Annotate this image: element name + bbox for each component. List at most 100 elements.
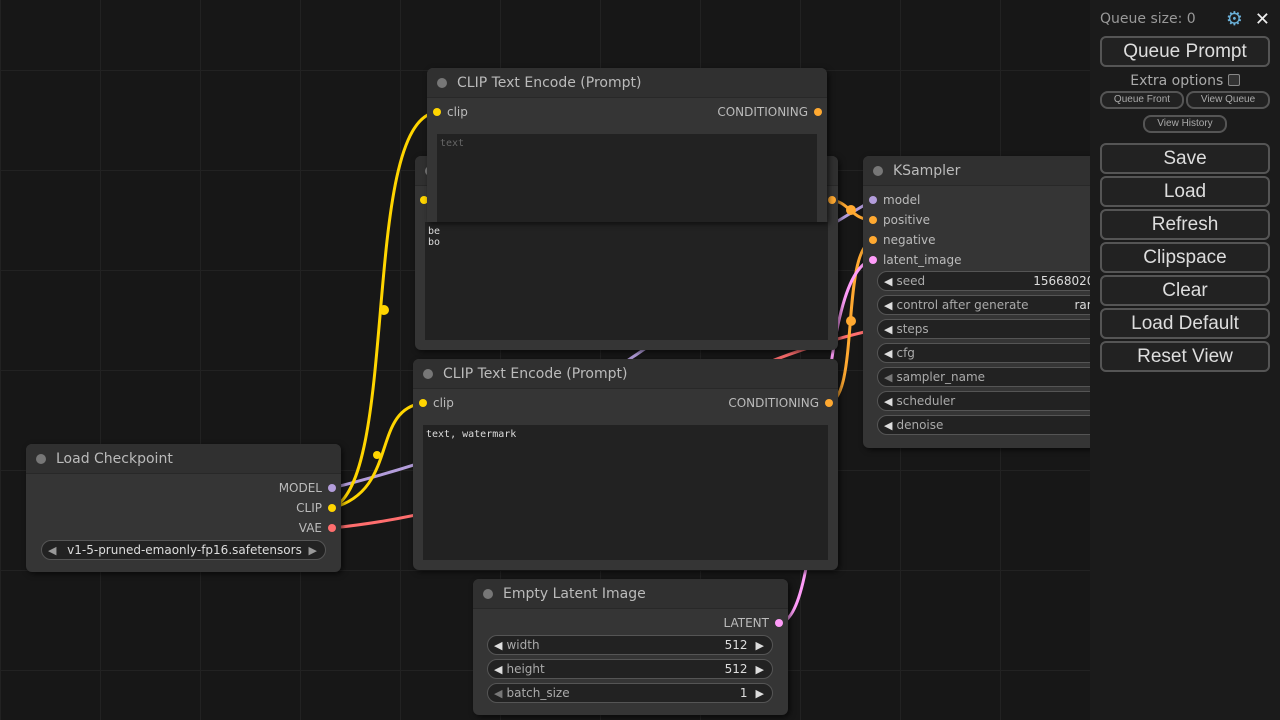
node-empty-latent-image[interactable]: Empty Latent Image LATENT ◀ width 512 ▶ ◀ hei… (473, 579, 788, 715)
widget-label: steps (896, 322, 929, 336)
refresh-button[interactable]: Refresh (1100, 209, 1270, 240)
input-label: positive (883, 213, 931, 227)
widget-cfg[interactable]: ◀ cfg (877, 343, 1103, 363)
widget-denoise[interactable]: ◀ denoise (877, 415, 1103, 435)
reset-view-button[interactable]: Reset View (1100, 341, 1270, 372)
collapse-dot[interactable] (483, 588, 493, 599)
model-input-pin[interactable] (869, 196, 877, 204)
input-positive[interactable]: positive (869, 212, 930, 228)
node-title: Load Checkpoint (56, 450, 173, 467)
node-clip-text-encode-bottom[interactable]: CLIP Text Encode (Prompt) clip CONDITION… (413, 359, 838, 570)
arrow-left-icon[interactable]: ◀ (494, 662, 503, 676)
input-latent-image[interactable]: latent_image (869, 252, 961, 268)
queue-size: Queue size: 0 (1100, 11, 1196, 27)
arrow-left-icon[interactable]: ◀ (494, 686, 503, 700)
widget-value: 156680208 (1033, 274, 1102, 288)
collapse-dot[interactable] (437, 77, 447, 88)
save-button[interactable]: Save (1100, 143, 1270, 174)
clip-output-pin[interactable] (328, 504, 336, 512)
arrow-left-icon[interactable]: ◀ (884, 274, 893, 288)
widget-label: cfg (896, 346, 915, 360)
arrow-left-icon[interactable]: ◀ (884, 322, 893, 336)
arrow-left-icon[interactable]: ◀ (884, 394, 893, 408)
vae-label: VAE (298, 521, 322, 535)
vae-output-pin[interactable] (328, 524, 336, 532)
latent-label: LATENT (723, 616, 769, 630)
arrow-right-icon[interactable]: ▶ (755, 638, 764, 652)
conditioning-output-pin[interactable] (814, 108, 822, 116)
input-label: latent_image (883, 253, 962, 267)
node-title: KSampler (893, 162, 961, 179)
arrow-right-icon[interactable]: ▶ (308, 543, 317, 557)
collapse-dot[interactable] (36, 453, 46, 464)
arrow-left-icon[interactable]: ◀ (884, 298, 893, 312)
input-model[interactable]: model (869, 192, 920, 208)
queue-prompt-button[interactable]: Queue Prompt (1100, 36, 1270, 67)
model-output-pin[interactable] (328, 484, 336, 492)
conditioning-label: CONDITIONING (717, 105, 808, 119)
widget-width[interactable]: ◀ width 512 ▶ (487, 635, 773, 655)
clip-label: CLIP (296, 501, 322, 515)
positive-input-pin[interactable] (869, 216, 877, 224)
load-default-button[interactable]: Load Default (1100, 308, 1270, 339)
widget-height[interactable]: ◀ height 512 ▶ (487, 659, 773, 679)
widget-batch-size[interactable]: ◀ batch_size 1 ▶ (487, 683, 773, 703)
queue-front-button[interactable]: Queue Front (1100, 91, 1184, 109)
prompt-textarea[interactable]: text, watermark (423, 425, 828, 560)
widget-control-after-generate[interactable]: ◀ control after generate rand (877, 295, 1103, 315)
view-queue-button[interactable]: View Queue (1186, 91, 1270, 109)
widget-value: 512 (724, 662, 748, 676)
link-midpoint (846, 205, 856, 215)
collapse-dot[interactable] (423, 368, 433, 379)
arrow-left-icon[interactable]: ◀ (884, 418, 893, 432)
load-button[interactable]: Load (1100, 176, 1270, 207)
node-load-checkpoint[interactable]: Load Checkpoint MODEL CLIP VAE ◀ v1-5-pru… (26, 444, 341, 572)
extra-options-checkbox[interactable] (1227, 74, 1240, 86)
close-icon[interactable]: ✕ (1254, 8, 1270, 30)
conditioning-output-pin[interactable] (828, 196, 836, 204)
ckpt-name-value: v1-5-pruned-emaonly-fp16.safetensors (67, 543, 302, 557)
widget-sampler-name[interactable]: ◀ sampler_name (877, 367, 1103, 387)
conditioning-output-pin[interactable] (825, 399, 833, 407)
clear-button[interactable]: Clear (1100, 275, 1270, 306)
clip-input-pin[interactable] (433, 108, 441, 116)
widget-label: seed (896, 274, 926, 288)
widget-value: 1 (739, 686, 748, 700)
clip-input-pin[interactable] (419, 399, 427, 407)
widget-label: width (506, 638, 540, 652)
negative-input-pin[interactable] (869, 236, 877, 244)
prompt-textarea[interactable]: text (437, 134, 817, 222)
node-title: CLIP Text Encode (Prompt) (443, 365, 628, 382)
widget-steps[interactable]: ◀ steps (877, 319, 1103, 339)
input-label: model (883, 193, 921, 207)
arrow-left-icon[interactable]: ◀ (48, 543, 57, 557)
ckpt-name-combo[interactable]: ◀ v1-5-pruned-emaonly-fp16.safetensors ▶ (41, 540, 326, 560)
latent-image-input-pin[interactable] (869, 256, 877, 264)
node-ksampler[interactable]: KSampler model positive negative latent_ima… (863, 156, 1103, 448)
link-clip-top (331, 110, 438, 510)
widget-label: height (506, 662, 545, 676)
arrow-left-icon[interactable]: ◀ (884, 370, 893, 384)
widget-label: control after generate (896, 298, 1029, 312)
link-clip-bottom (331, 401, 424, 510)
arrow-left-icon[interactable]: ◀ (494, 638, 503, 652)
latent-output-pin[interactable] (775, 619, 783, 627)
widget-seed[interactable]: ◀ seed 156680208 (877, 271, 1103, 291)
node-title: CLIP Text Encode (Prompt) (457, 74, 642, 91)
clipspace-button[interactable]: Clipspace (1100, 242, 1270, 273)
clip-input-pin[interactable] (420, 196, 428, 204)
conditioning-label: CONDITIONING (728, 396, 819, 410)
arrow-right-icon[interactable]: ▶ (755, 662, 764, 676)
arrow-left-icon[interactable]: ◀ (884, 346, 893, 360)
prompt-textarea[interactable]: be bo (425, 222, 828, 340)
input-negative[interactable]: negative (869, 232, 935, 248)
widget-label: sampler_name (896, 370, 986, 384)
arrow-right-icon[interactable]: ▶ (755, 686, 764, 700)
link-midpoint (846, 316, 856, 326)
widget-scheduler[interactable]: ◀schedulern (877, 391, 1103, 411)
gear-icon[interactable]: ⚙ (1225, 8, 1243, 30)
node-clip-text-encode-top[interactable]: CLIP Text Encode (Prompt) clip CONDITION… (427, 68, 827, 222)
widget-label: scheduler (896, 394, 956, 408)
view-history-button[interactable]: View History (1143, 115, 1227, 133)
collapse-dot[interactable] (873, 165, 883, 176)
